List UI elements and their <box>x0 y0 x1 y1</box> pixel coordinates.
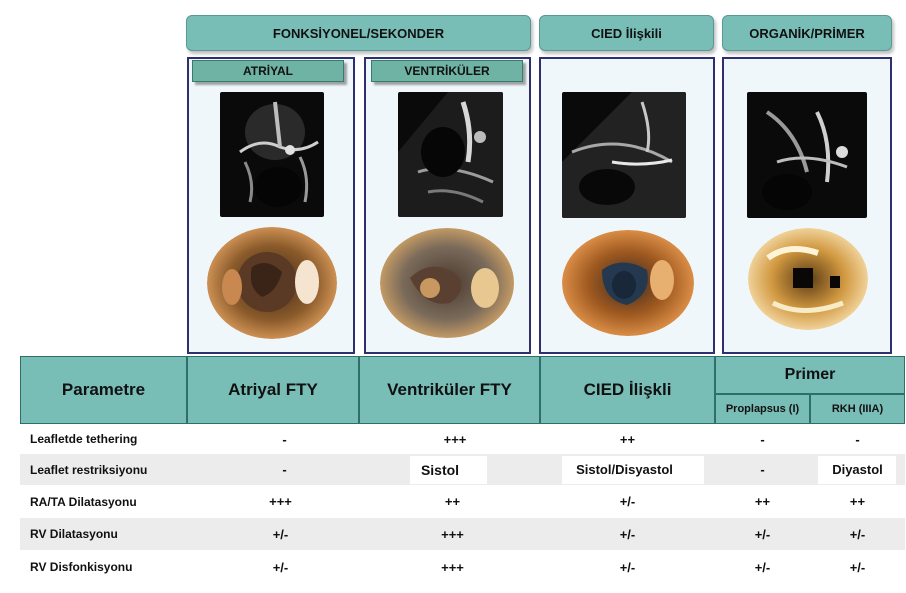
cell-atrial: +/- <box>272 526 289 542</box>
category-cied: CIED İlişkili <box>539 15 714 51</box>
cell-highlight-box <box>562 456 704 484</box>
row-label: RV Dilatasyonu <box>30 527 118 541</box>
3d-image-atrial <box>207 227 337 339</box>
table-row <box>20 518 905 550</box>
category-functional-secondary: FONKSİYONEL/SEKONDER <box>186 15 531 51</box>
cell-prolapse: +/- <box>754 559 771 575</box>
cell-cied: +/- <box>619 526 636 542</box>
header-cied-text: CIED İlişkli <box>583 380 672 399</box>
header-ventricular-text: Ventriküler FTY <box>387 380 512 399</box>
cell-ventricular: +++ <box>441 526 464 542</box>
header-parameter-text: Parametre <box>61 380 146 399</box>
row-label: Leafletde tethering <box>30 432 138 446</box>
cell-atrial: - <box>282 431 287 447</box>
cell-ventricular: Sistol <box>420 461 460 478</box>
header-primary-text: Primer <box>784 366 836 383</box>
panel-ventricular-label-text: VENTRİKÜLER <box>404 64 490 78</box>
echo-image-cied <box>562 92 686 218</box>
header-atrial-text: Atriyal FTY <box>228 380 318 399</box>
panel-atrial-label-text: ATRİYAL <box>242 64 293 78</box>
cell-atrial: +/- <box>272 559 289 575</box>
3d-image-organic <box>748 228 868 330</box>
row-label: RA/TA Dilatasyonu <box>30 494 137 509</box>
cell-ventricular: +++ <box>443 431 467 447</box>
cell-rkh: +/- <box>849 526 866 542</box>
header-rkh-text: RKH (IIIA) <box>831 403 884 415</box>
category-organic-label: ORGANİK/PRİMER <box>749 25 865 41</box>
header-ventricular: Ventriküler FTY <box>359 356 540 424</box>
cell-cied: +/- <box>619 559 636 575</box>
header-primary: Primer <box>715 356 905 394</box>
header-rkh: RKH (IIIA) <box>810 394 905 424</box>
cell-cied: +/- <box>619 494 636 509</box>
cell-cied: ++ <box>619 431 636 447</box>
cell-ventricular: ++ <box>444 494 461 509</box>
echo-image-atrial <box>220 92 324 217</box>
cell-prolapse: +/- <box>754 526 771 542</box>
3d-image-ventricular <box>380 228 515 338</box>
row-label: Leaflet restriksiyonu <box>30 462 148 477</box>
echo-image-ventricular <box>398 92 503 217</box>
cell-ventricular: +++ <box>441 559 464 575</box>
cell-highlight-box <box>410 456 487 484</box>
cell-atrial: - <box>282 462 287 477</box>
header-prolapse: Proplapsus (I) <box>715 394 810 424</box>
cell-prolapse: - <box>760 431 765 447</box>
cell-rkh: Diyastol <box>832 462 883 477</box>
cell-atrial: +++ <box>269 494 292 509</box>
cell-highlight-box <box>818 456 896 484</box>
row-label: RV Disfonkisyonu <box>30 560 133 574</box>
header-atrial: Atriyal FTY <box>187 356 359 424</box>
header-parameter: Parametre <box>20 356 187 424</box>
cell-rkh: +/- <box>849 559 866 575</box>
cell-cied: Sistol/Disyastol <box>576 462 673 477</box>
cell-rkh: - <box>855 431 860 447</box>
cell-prolapse: - <box>760 462 765 477</box>
echo-image-organic <box>747 92 867 218</box>
panel-ventricular-label: VENTRİKÜLER <box>371 60 523 82</box>
cell-rkh: ++ <box>849 494 866 509</box>
category-organic-primary: ORGANİK/PRİMER <box>722 15 892 51</box>
category-functional-label: FONKSİYONEL/SEKONDER <box>272 25 445 41</box>
header-cied: CIED İlişkli <box>540 356 715 424</box>
3d-image-cied <box>562 230 694 336</box>
header-prolapse-text: Proplapsus (I) <box>725 403 800 415</box>
category-cied-label: CIED İlişkili <box>591 25 662 41</box>
cell-prolapse: ++ <box>754 494 771 509</box>
panel-atrial-label: ATRİYAL <box>192 60 344 82</box>
